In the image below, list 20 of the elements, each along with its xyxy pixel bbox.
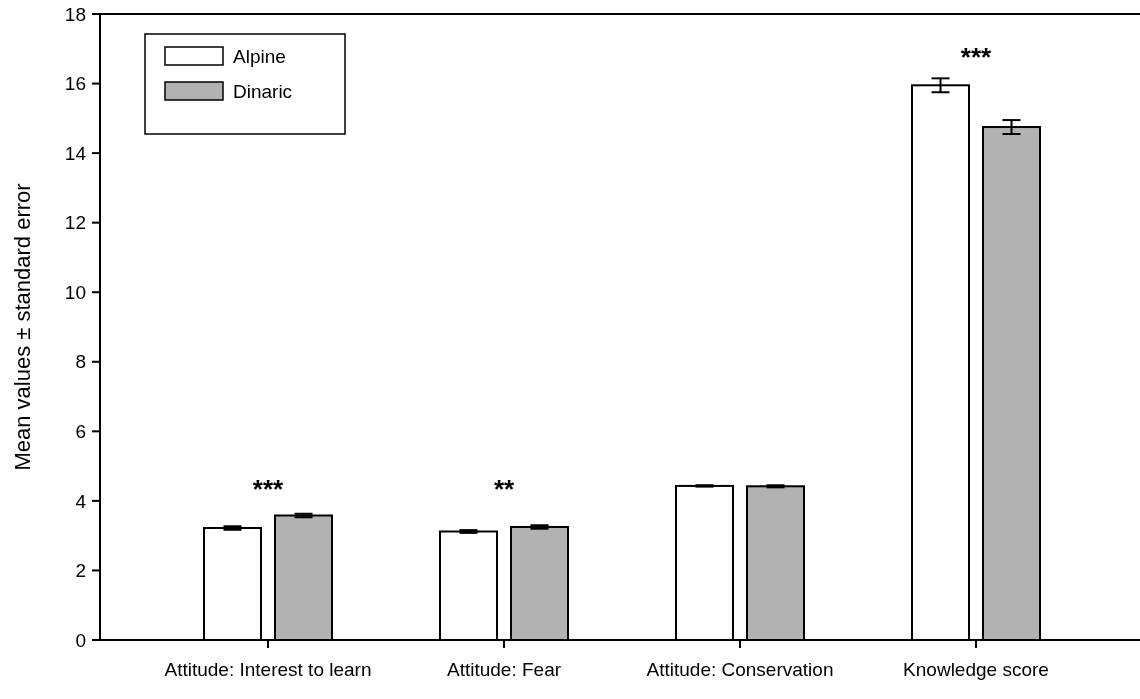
y-tick-label: 6 bbox=[75, 420, 86, 442]
legend-label: Dinaric bbox=[233, 80, 293, 102]
x-tick-label: Attitude: Fear bbox=[446, 659, 562, 680]
y-tick-label: 16 bbox=[64, 73, 86, 95]
y-tick-label: 4 bbox=[75, 490, 87, 512]
y-tick-label: 0 bbox=[75, 629, 86, 651]
annotation: *** bbox=[960, 42, 993, 73]
annotation: *** bbox=[252, 474, 285, 505]
legend-label: Alpine bbox=[233, 45, 286, 67]
y-tick-label: 8 bbox=[75, 351, 86, 373]
y-tick-label: 18 bbox=[64, 3, 86, 25]
x-tick-label: Attitude: Conservation bbox=[646, 659, 834, 680]
x-tick-label: Knowledge score bbox=[903, 659, 1049, 680]
y-tick-label: 10 bbox=[64, 281, 86, 303]
x-tick-label: Attitude: Interest to learn bbox=[164, 659, 372, 680]
annotation: ** bbox=[493, 474, 515, 505]
y-axis-title: Mean values ± standard error bbox=[10, 183, 35, 471]
y-tick-label: 2 bbox=[75, 560, 86, 582]
y-tick-label: 14 bbox=[64, 142, 87, 164]
y-tick-label: 12 bbox=[64, 212, 86, 234]
